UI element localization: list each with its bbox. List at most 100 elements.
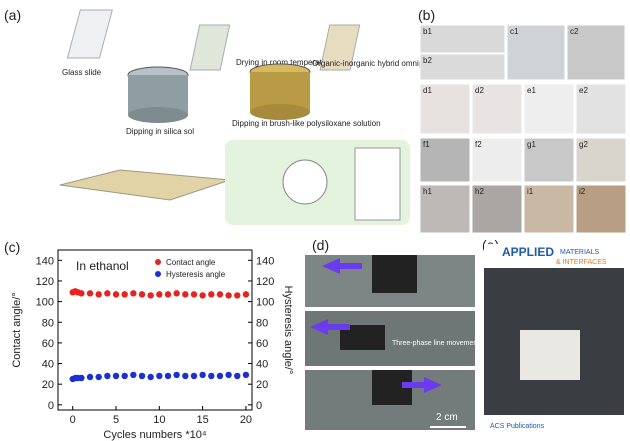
x-tick-label: 0 <box>70 414 76 426</box>
y2-tick-label: 120 <box>256 276 274 288</box>
beaker <box>128 107 188 123</box>
glass-slide <box>66 9 113 59</box>
photo <box>471 137 523 183</box>
cover-footer <box>484 415 624 436</box>
photo-label: i2 <box>579 187 586 196</box>
photo-label: c1 <box>510 27 519 36</box>
point <box>138 291 146 298</box>
point <box>164 291 172 298</box>
panel-label: (c) <box>4 239 20 255</box>
photo <box>305 311 475 366</box>
point <box>138 372 146 380</box>
point <box>182 291 189 298</box>
y-tick-label: 40 <box>42 359 54 371</box>
x-axis-label: Cycles numbers *10⁴ <box>103 429 206 441</box>
beaker <box>250 104 310 120</box>
y2-tick-label: 20 <box>256 379 268 391</box>
photo-label: d2 <box>475 86 484 95</box>
photo-label: e1 <box>527 86 536 95</box>
zoom-circle <box>282 159 328 205</box>
photo-label: d1 <box>423 86 432 95</box>
journal-title: APPLIED <box>502 245 554 259</box>
y2-tick-label: 100 <box>256 297 274 309</box>
point <box>208 372 215 380</box>
y-tick-label: 60 <box>42 338 54 350</box>
legend-marker <box>155 271 161 277</box>
point <box>121 291 128 298</box>
photo <box>471 83 523 135</box>
x-tick-label: 5 <box>113 414 119 426</box>
legend-label: Hysteresis angle <box>166 270 226 279</box>
structure <box>354 147 401 221</box>
point <box>112 372 120 380</box>
x-tick-label: 10 <box>153 414 165 426</box>
point <box>121 372 128 380</box>
point <box>104 290 111 297</box>
photo <box>419 24 506 54</box>
point <box>242 371 250 379</box>
scale-label: 2 cm <box>436 412 458 423</box>
point <box>78 290 85 297</box>
photo-label: e2 <box>579 86 588 95</box>
point <box>95 291 102 298</box>
journal-title: & INTERFACES <box>556 259 607 266</box>
point <box>173 371 180 379</box>
photo <box>575 137 627 183</box>
point <box>86 290 94 297</box>
photo <box>419 137 471 183</box>
panel-label: (a) <box>4 7 21 23</box>
y-tick-label: 120 <box>36 276 54 288</box>
point <box>130 290 137 297</box>
x-tick-label: 20 <box>240 414 252 426</box>
step-label: Glass slide <box>62 68 102 77</box>
photo-label: b1 <box>423 27 432 36</box>
probe <box>372 255 417 293</box>
point <box>234 372 241 380</box>
point <box>225 292 232 299</box>
point <box>182 372 189 380</box>
legend-label: Contact angle <box>166 258 216 267</box>
point <box>130 371 137 379</box>
y2-axis-label: Hysteresis angle/° <box>282 286 294 375</box>
photo-label: h2 <box>475 187 484 196</box>
x-tick-label: 15 <box>197 414 209 426</box>
arrow <box>402 377 442 393</box>
photo-label: b2 <box>423 56 432 65</box>
y2-tick-label: 40 <box>256 359 268 371</box>
point <box>234 292 241 299</box>
point <box>199 292 206 299</box>
y-tick-label: 100 <box>36 297 54 309</box>
point <box>173 290 180 297</box>
y-tick-label: 20 <box>42 379 54 391</box>
point <box>95 373 102 381</box>
publisher: ACS Publications <box>490 423 545 430</box>
panel-label: (b) <box>418 7 435 23</box>
cube <box>520 330 580 380</box>
y-tick-label: 0 <box>48 400 54 412</box>
point <box>147 292 154 299</box>
point <box>112 291 120 298</box>
photo-label: i1 <box>527 187 534 196</box>
photo <box>506 24 566 81</box>
photo-label: h1 <box>423 187 432 196</box>
photo <box>575 184 627 234</box>
photo-label: f2 <box>475 140 482 149</box>
photo <box>575 83 627 135</box>
point <box>147 373 154 381</box>
y2-tick-label: 80 <box>256 317 268 329</box>
point <box>225 371 232 379</box>
point <box>164 372 172 380</box>
y2-tick-label: 0 <box>256 400 262 412</box>
annotation: Three-phase line movement <box>392 340 479 347</box>
photo <box>419 184 471 234</box>
photo <box>566 24 626 81</box>
slide <box>319 24 361 71</box>
slide <box>189 24 231 71</box>
point <box>104 372 111 380</box>
photo-label: g2 <box>579 140 588 149</box>
y-tick-label: 80 <box>42 317 54 329</box>
y2-tick-label: 140 <box>256 255 274 267</box>
coated-slide <box>59 169 231 201</box>
y-axis-label: Contact angle/° <box>11 292 23 367</box>
